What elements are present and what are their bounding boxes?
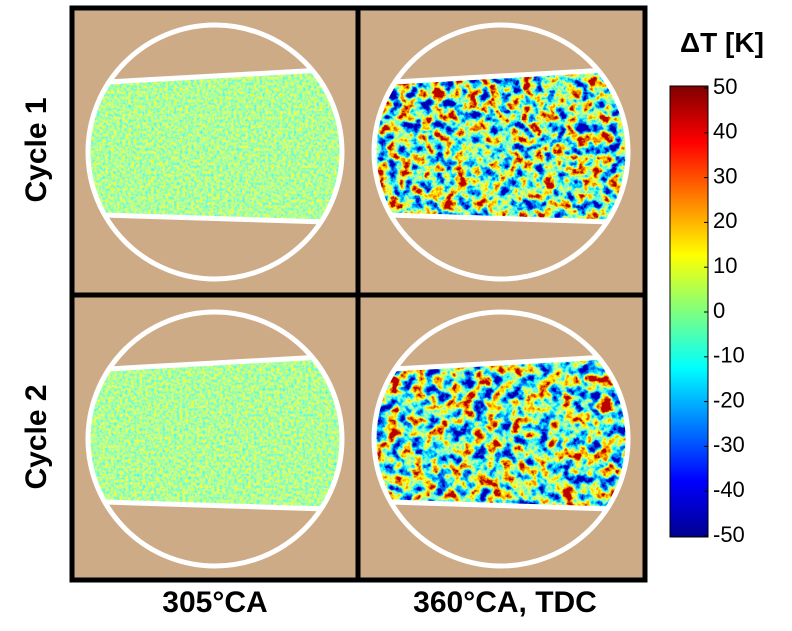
colorbar-tick-label: 40 — [713, 119, 737, 144]
panels — [69, 5, 648, 583]
bore-outline — [85, 22, 345, 282]
bore-outline — [85, 309, 345, 569]
window-edge — [88, 211, 342, 226]
window-edge — [88, 498, 342, 513]
window-edge — [374, 498, 628, 513]
colorbar-tick-label: -20 — [713, 387, 745, 412]
temperature-field — [88, 355, 342, 510]
row-label: Cycle 1 — [20, 97, 53, 202]
colorbar-tick-label: -50 — [713, 522, 745, 547]
column-label: 305°CA — [162, 586, 267, 619]
temperature-field — [374, 355, 628, 510]
temperature-field — [88, 68, 342, 223]
field — [374, 65, 628, 226]
colorbar-tick-label: 50 — [713, 74, 737, 99]
field — [88, 352, 342, 513]
temperature-field — [374, 68, 628, 223]
bore-outline — [371, 22, 631, 282]
row-label: Cycle 2 — [20, 384, 53, 489]
colorbar-tick-label: 10 — [713, 253, 737, 278]
colorbar — [669, 85, 709, 538]
column-label: 360°CA, TDC — [413, 586, 597, 619]
colorbar-tick-label: -40 — [713, 477, 745, 502]
colorbar-tick-label: -30 — [713, 432, 745, 457]
colorbar-tick-label: 0 — [713, 298, 725, 323]
field — [88, 65, 342, 226]
window-edge — [374, 211, 628, 226]
colorbar-ticks: 50 40 30 20 10 0 -10 -20 -30 -40 -50 — [704, 74, 745, 547]
colorbar-title: ΔT [K] — [680, 27, 764, 58]
colorbar-tick-label: -10 — [713, 343, 745, 368]
bore-outline — [371, 309, 631, 569]
colorbar-tick-label: 20 — [713, 208, 737, 233]
colorbar-tick-label: 30 — [713, 163, 737, 188]
